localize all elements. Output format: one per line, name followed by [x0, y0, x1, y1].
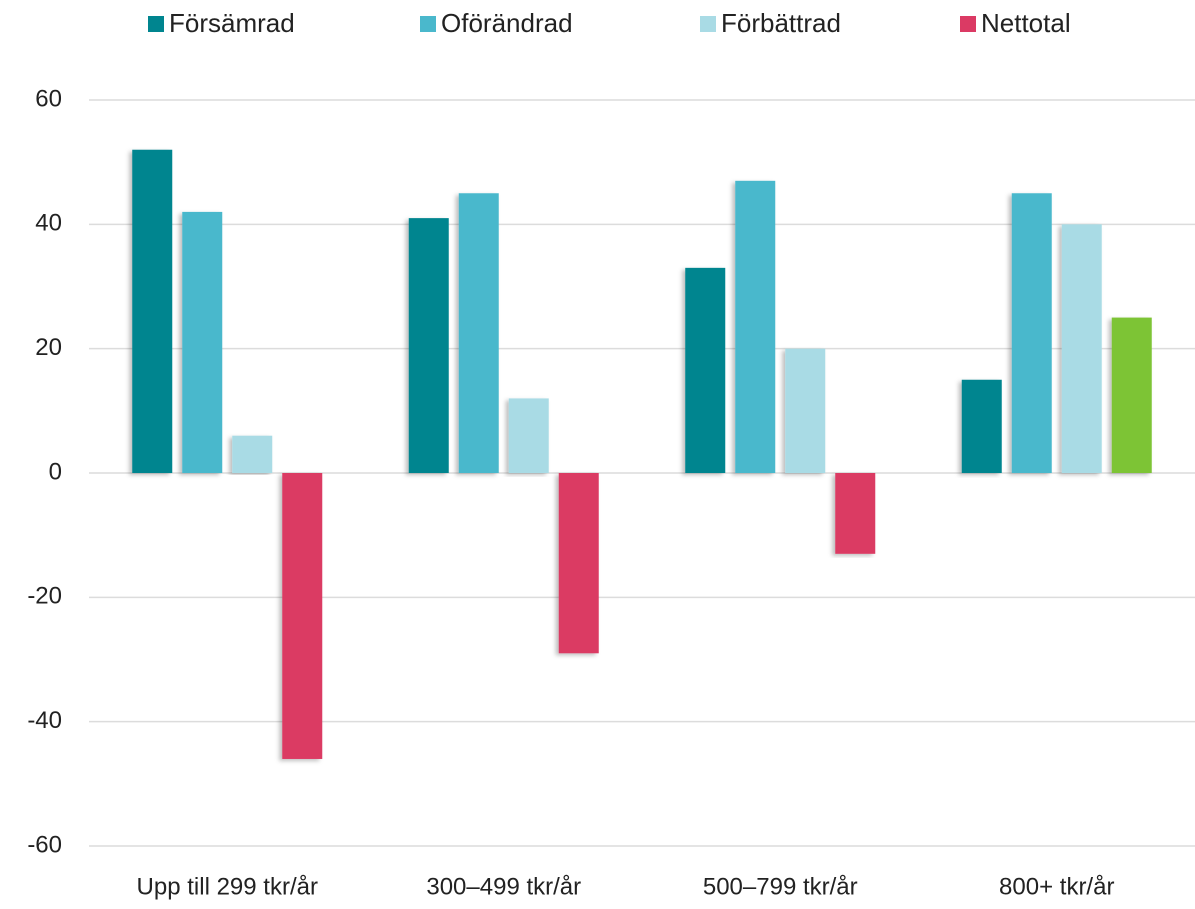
- bar: [1011, 193, 1052, 473]
- bar: [835, 473, 876, 554]
- bar: [132, 149, 173, 473]
- bar: [508, 398, 549, 473]
- x-tick-label: Upp till 299 tkr/år: [137, 873, 318, 900]
- legend-label: Försämrad: [169, 8, 295, 38]
- bar: [1111, 317, 1152, 473]
- y-tick-label: 0: [49, 458, 62, 485]
- x-tick-label: 300–499 tkr/år: [426, 873, 581, 900]
- legend-swatch: [148, 16, 164, 32]
- bar: [685, 267, 726, 473]
- legend-swatch: [420, 16, 436, 32]
- bar: [735, 180, 776, 474]
- legend-swatch: [960, 16, 976, 32]
- y-tick-label: 60: [35, 85, 62, 112]
- bar: [182, 211, 223, 473]
- x-tick-label: 500–799 tkr/år: [703, 873, 858, 900]
- legend-swatch: [700, 16, 716, 32]
- x-tick-label: 800+ tkr/år: [999, 873, 1114, 900]
- legend-label: Förbättrad: [721, 8, 841, 38]
- legend-label: Nettotal: [981, 8, 1071, 38]
- bar: [232, 435, 273, 473]
- y-tick-label: 40: [35, 210, 62, 237]
- bar: [1061, 224, 1102, 473]
- bar: [458, 193, 499, 473]
- y-tick-label: -20: [27, 583, 62, 610]
- y-tick-label: -60: [27, 831, 62, 858]
- y-tick-label: 20: [35, 334, 62, 361]
- legend-label: Oförändrad: [441, 8, 573, 38]
- bar: [785, 348, 826, 473]
- bar: [408, 218, 449, 473]
- bar: [558, 473, 599, 654]
- bar: [961, 379, 1002, 473]
- y-tick-label: -40: [27, 707, 62, 734]
- bar: [282, 473, 323, 759]
